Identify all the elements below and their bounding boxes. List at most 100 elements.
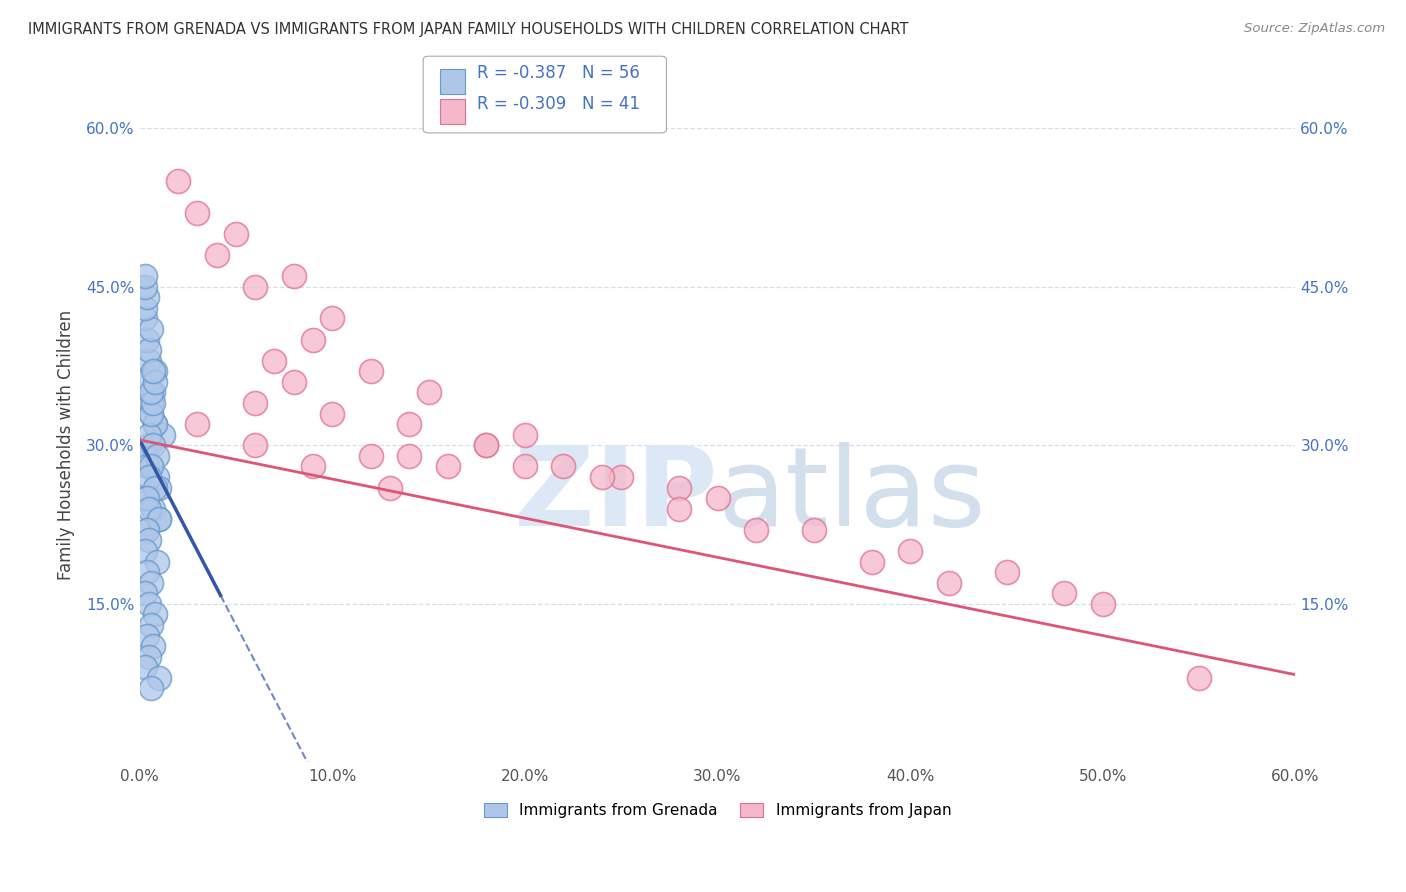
Point — [148, 481, 170, 495]
Point — [938, 575, 960, 590]
Text: IMMIGRANTS FROM GRENADA VS IMMIGRANTS FROM JAPAN FAMILY HOUSEHOLDS WITH CHILDREN: IMMIGRANTS FROM GRENADA VS IMMIGRANTS FR… — [28, 22, 908, 37]
Point — [610, 470, 633, 484]
Point — [418, 385, 440, 400]
Point — [141, 618, 163, 632]
Point — [138, 438, 160, 452]
Point — [142, 396, 165, 410]
Point — [245, 438, 267, 452]
Point — [475, 438, 498, 452]
Point — [146, 470, 169, 484]
Point — [245, 279, 267, 293]
Point — [134, 449, 156, 463]
Point — [142, 364, 165, 378]
Point — [668, 501, 690, 516]
Point — [134, 311, 156, 326]
Point — [1188, 671, 1211, 685]
Point — [141, 396, 163, 410]
Point — [136, 565, 159, 579]
Point — [142, 639, 165, 653]
Point — [553, 459, 575, 474]
Point — [360, 449, 382, 463]
Point — [146, 449, 169, 463]
Point — [803, 523, 825, 537]
Point — [995, 565, 1018, 579]
Point — [591, 470, 613, 484]
Point — [134, 268, 156, 283]
Point — [321, 407, 343, 421]
Point — [138, 470, 160, 484]
Point — [398, 449, 420, 463]
Point — [141, 575, 163, 590]
Point — [138, 649, 160, 664]
Point — [143, 607, 166, 622]
Point — [513, 459, 536, 474]
Text: R = -0.387   N = 56: R = -0.387 N = 56 — [477, 64, 640, 82]
Point — [148, 512, 170, 526]
Point — [136, 491, 159, 505]
Point — [136, 333, 159, 347]
Point — [138, 343, 160, 357]
Point — [141, 459, 163, 474]
Point — [136, 290, 159, 304]
Point — [136, 459, 159, 474]
Point — [186, 417, 208, 431]
Point — [205, 248, 228, 262]
Point — [138, 501, 160, 516]
Point — [136, 629, 159, 643]
Point — [134, 586, 156, 600]
Point — [302, 459, 325, 474]
Point — [132, 375, 155, 389]
Point — [136, 523, 159, 537]
Point — [134, 544, 156, 558]
Point — [245, 396, 267, 410]
Point — [860, 555, 883, 569]
Point — [138, 533, 160, 548]
Text: R = -0.309   N = 41: R = -0.309 N = 41 — [477, 95, 640, 113]
Point — [321, 311, 343, 326]
Point — [142, 438, 165, 452]
Point — [136, 523, 159, 537]
Y-axis label: Family Households with Children: Family Households with Children — [58, 310, 75, 581]
Point — [1091, 597, 1114, 611]
Point — [134, 660, 156, 674]
Point — [141, 407, 163, 421]
Point — [668, 481, 690, 495]
Text: ZIP: ZIP — [515, 442, 717, 549]
Point — [134, 491, 156, 505]
Point — [146, 555, 169, 569]
Point — [745, 523, 768, 537]
Point — [134, 279, 156, 293]
Point — [138, 353, 160, 368]
Point — [141, 681, 163, 696]
Point — [302, 333, 325, 347]
Point — [706, 491, 728, 505]
Point — [283, 268, 305, 283]
Point — [360, 364, 382, 378]
Point — [142, 501, 165, 516]
Point — [263, 353, 285, 368]
Point — [475, 438, 498, 452]
Point — [143, 364, 166, 378]
Point — [142, 385, 165, 400]
Point — [141, 385, 163, 400]
Point — [513, 427, 536, 442]
Point — [143, 417, 166, 431]
Point — [141, 322, 163, 336]
Point — [167, 174, 190, 188]
Point — [138, 427, 160, 442]
Point — [143, 375, 166, 389]
Point — [283, 375, 305, 389]
Point — [1053, 586, 1076, 600]
Point — [437, 459, 460, 474]
Text: Source: ZipAtlas.com: Source: ZipAtlas.com — [1244, 22, 1385, 36]
Point — [143, 417, 166, 431]
Point — [148, 671, 170, 685]
Point — [143, 481, 166, 495]
Point — [398, 417, 420, 431]
Point — [141, 407, 163, 421]
Point — [186, 205, 208, 219]
Point — [378, 481, 401, 495]
Point — [134, 301, 156, 315]
Point — [138, 597, 160, 611]
Point — [152, 427, 174, 442]
